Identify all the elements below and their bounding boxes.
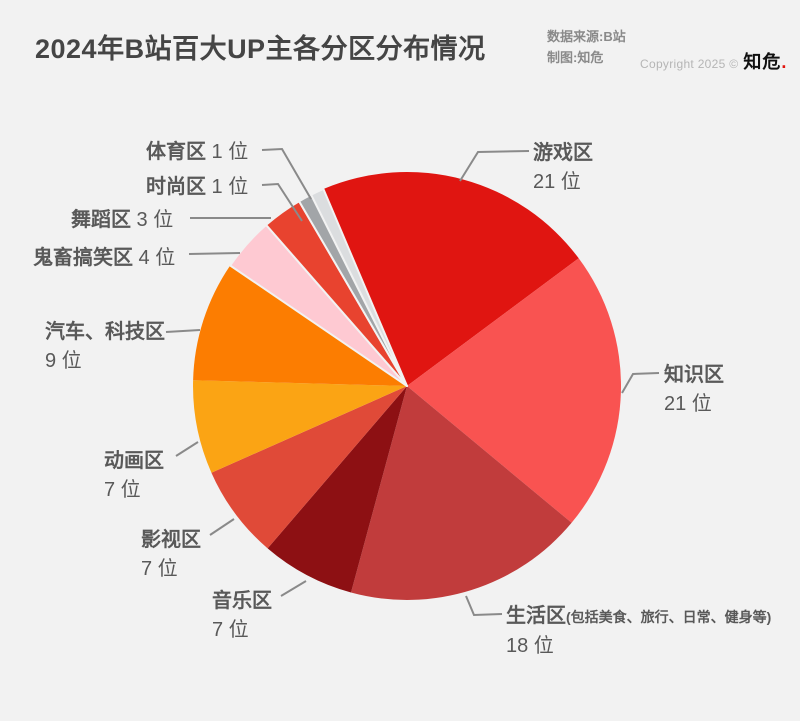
slice-label-count-film-tv: 7 位 [141, 558, 178, 580]
slice-label-count-dance: 3 位 [131, 209, 174, 231]
leader-line-knowledge [621, 372, 660, 394]
slice-label-music: 音乐区 7 位 [212, 587, 272, 645]
slice-label-auto-tech: 汽车、科技区 9 位 [45, 318, 165, 376]
slice-label-count-knowledge: 21 位 [664, 393, 712, 415]
leader-line-music [280, 580, 307, 597]
leader-line-sports [261, 147, 312, 200]
leader-line-gaming [459, 150, 530, 182]
brand-logo: 知危 [743, 52, 782, 72]
slice-label-name-fashion: 时尚区 [146, 176, 206, 198]
pie-slice-sports [310, 188, 408, 387]
slice-label-sports: 体育区 1 位 [146, 138, 248, 167]
slice-label-name-music: 音乐区 [212, 590, 272, 612]
pie-slice-film-tv [211, 386, 407, 549]
slice-label-name-knowledge: 知识区 [664, 364, 724, 386]
copyright-text: Copyright 2025 © [640, 57, 739, 71]
slice-label-name-gaming: 游戏区 [533, 142, 593, 164]
pie-slice-music [267, 386, 407, 593]
slice-label-count-sports: 1 位 [206, 141, 249, 163]
pie-chart-svg [165, 147, 660, 617]
pie-slice-knowledge [407, 258, 622, 523]
pie-slice-auto-tech [193, 265, 407, 386]
slice-label-name-lifestyle: 生活区 [506, 605, 566, 627]
page-title: 2024年B站百大UP主各分区分布情况 [35, 34, 486, 64]
leader-line-guichu-comedy [188, 252, 241, 255]
slice-label-dance: 舞蹈区 3 位 [71, 206, 173, 235]
slice-label-animation: 动画区 7 位 [104, 447, 164, 505]
slice-label-sub-lifestyle: (包括美食、旅行、日常、健身等) [566, 609, 772, 625]
slice-label-count-auto-tech: 9 位 [45, 350, 82, 372]
slice-label-count-lifestyle: 18 位 [506, 635, 554, 657]
pie-slice-lifestyle [351, 386, 572, 600]
leader-line-animation [175, 441, 199, 457]
slice-label-name-film-tv: 影视区 [141, 529, 201, 551]
leader-line-lifestyle [465, 595, 503, 617]
slice-label-count-music: 7 位 [212, 619, 249, 641]
slice-label-guichu-comedy: 鬼畜搞笑区 4 位 [33, 244, 175, 273]
leader-line-fashion [261, 182, 303, 222]
slice-label-name-dance: 舞蹈区 [71, 209, 131, 231]
leader-line-film-tv [209, 518, 235, 536]
pie-slice-animation [193, 380, 407, 473]
header: 2024年B站百大UP主各分区分布情况 数据来源:B站 制图:知危 Copyri… [0, 0, 800, 90]
slice-label-fashion: 时尚区 1 位 [146, 173, 248, 202]
slice-label-count-animation: 7 位 [104, 479, 141, 501]
slice-label-name-guichu-comedy: 鬼畜搞笑区 [33, 247, 133, 269]
slice-label-count-guichu-comedy: 4 位 [133, 247, 176, 269]
data-source: 数据来源:B站 制图:知危 [547, 26, 626, 68]
brand-logo-dot: . [781, 52, 787, 72]
copyright: Copyright 2025 © 知危 . [640, 48, 786, 74]
data-source-line2: 制图:知危 [547, 50, 604, 65]
slice-label-count-fashion: 1 位 [206, 176, 249, 198]
chart-area: 游戏区 21 位知识区 21 位生活区(包括美食、旅行、日常、健身等) 18 位音乐区… [0, 90, 800, 721]
slice-label-name-sports: 体育区 [146, 141, 206, 163]
slice-label-count-gaming: 21 位 [533, 171, 581, 193]
slice-label-name-auto-tech: 汽车、科技区 [45, 321, 165, 343]
slice-label-film-tv: 影视区 7 位 [141, 526, 201, 584]
slice-label-gaming: 游戏区 21 位 [533, 139, 593, 197]
leader-line-auto-tech [165, 329, 201, 333]
slice-label-lifestyle: 生活区(包括美食、旅行、日常、健身等) 18 位 [506, 602, 771, 661]
data-source-line1: 数据来源:B站 [547, 29, 626, 44]
slice-label-name-animation: 动画区 [104, 450, 164, 472]
pie-slice-gaming [323, 172, 579, 386]
slice-label-knowledge: 知识区 21 位 [664, 361, 724, 419]
